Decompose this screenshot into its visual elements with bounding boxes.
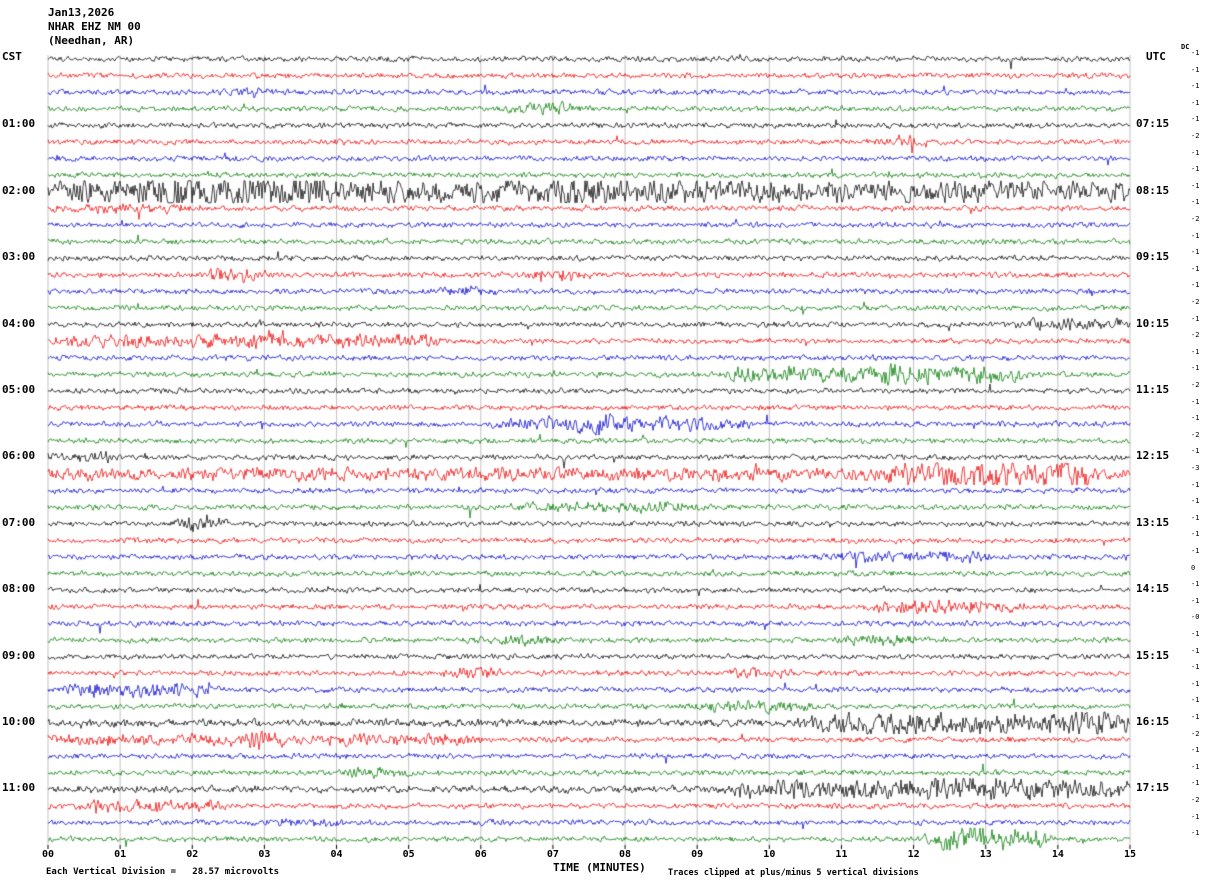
dc-value: -1 [1191, 762, 1200, 771]
dc-value: -1 [1191, 82, 1200, 91]
dc-value: 0 [1191, 563, 1196, 572]
x-tick-label: 05 [402, 849, 415, 860]
dc-value: -2 [1191, 729, 1200, 738]
dc-value: -1 [1191, 829, 1200, 838]
x-tick-label: 11 [835, 849, 848, 860]
cst-time-label: 02:00 [2, 183, 36, 197]
dc-value: -1 [1191, 530, 1200, 539]
dc-value: -2 [1191, 796, 1200, 804]
x-tick-label: 03 [258, 849, 271, 860]
dc-value: -1 [1191, 198, 1200, 207]
cst-time-label: 03:00 [2, 250, 36, 264]
header-date: Jan13,2026 [48, 6, 115, 19]
dc-value: -1 [1191, 646, 1200, 655]
dc-value: -1 [1191, 696, 1200, 705]
x-tick-label: 02 [186, 849, 199, 860]
dc-value: -1 [1191, 779, 1200, 788]
utc-time-label: 11:15 [1136, 383, 1170, 396]
dc-value: -1 [1191, 115, 1200, 124]
dc-value: -1 [1191, 547, 1200, 555]
x-tick-label: 14 [1051, 849, 1064, 860]
dc-value: -1 [1191, 679, 1200, 688]
dc-value: -1 [1191, 281, 1200, 290]
utc-time-label: 09:15 [1136, 250, 1170, 264]
cst-time-label: 10:00 [2, 715, 36, 728]
right-timezone-label: UTC [1146, 50, 1166, 63]
dc-value: -1 [1191, 713, 1200, 721]
dc-value: -1 [1191, 364, 1200, 373]
dc-value: -1 [1191, 580, 1200, 589]
utc-time-label: 12:15 [1136, 449, 1170, 463]
dc-value: -1 [1191, 264, 1200, 273]
header: Jan13,2026 NHAR EHZ NM 00 (Needhan, AR) [48, 6, 141, 48]
x-tick-label: 09 [691, 849, 704, 860]
cst-time-label: 01:00 [2, 117, 36, 131]
cst-time-label: 08:00 [2, 582, 36, 596]
x-tick-label: 07 [546, 849, 559, 860]
header-location: (Needhan, AR) [48, 34, 135, 47]
x-axis-title: TIME (MINUTES) [553, 861, 646, 874]
utc-time-label: 13:15 [1136, 515, 1170, 529]
dc-value: -1 [1191, 181, 1200, 190]
dc-value: -1 [1191, 513, 1200, 522]
utc-time-label: 16:15 [1136, 715, 1170, 728]
dc-value: -3 [1191, 464, 1200, 472]
x-tick-label: 08 [619, 849, 632, 860]
x-tick-label: 00 [41, 849, 55, 860]
dc-value: -2 [1191, 215, 1200, 223]
dc-value: -1 [1191, 497, 1200, 506]
cst-time-label: 11:00 [2, 781, 36, 795]
dc-value: -1 [1191, 447, 1200, 456]
dc-value: -1 [1191, 98, 1200, 107]
dc-value: -1 [1191, 630, 1200, 638]
utc-time-label: 08:15 [1136, 183, 1170, 197]
utc-time-label: 10:15 [1136, 316, 1170, 330]
dc-value: -1 [1191, 397, 1200, 406]
dc-value: -1 [1191, 347, 1200, 356]
utc-time-label: 07:15 [1136, 117, 1170, 131]
dc-value: -2 [1191, 132, 1200, 140]
dc-value: -2 [1191, 430, 1200, 439]
dc-value: -2 [1191, 331, 1200, 340]
dc-value: -0 [1191, 613, 1200, 622]
dc-value: -1 [1191, 231, 1200, 240]
cst-time-label: 04:00 [2, 316, 36, 330]
dc-label: DC [1181, 43, 1190, 51]
dc-value: -1 [1191, 65, 1200, 74]
cst-time-label: 05:00 [2, 383, 36, 396]
x-tick-label: 12 [907, 849, 920, 860]
dc-value: -1 [1191, 480, 1200, 489]
cst-time-label: 07:00 [2, 515, 36, 529]
clip-note: Traces clipped at plus/minus 5 vertical … [668, 868, 919, 878]
dc-value: -1 [1191, 248, 1200, 257]
cst-time-label: 09:00 [2, 648, 36, 662]
x-tick-label: 06 [474, 849, 487, 860]
utc-time-label: 17:15 [1136, 781, 1170, 795]
utc-time-label: 15:15 [1136, 648, 1170, 662]
dc-value: -1 [1191, 812, 1200, 821]
dc-value: -1 [1191, 414, 1200, 423]
x-tick-label: 15 [1123, 849, 1137, 860]
dc-value: -1 [1191, 663, 1200, 672]
x-tick-label: 10 [763, 849, 776, 860]
dc-value: -1 [1191, 314, 1200, 323]
utc-time-label: 14:15 [1136, 582, 1170, 596]
x-tick-label: 01 [114, 849, 127, 860]
x-tick-label: 13 [979, 849, 992, 860]
dc-value: -1 [1191, 49, 1200, 57]
x-tick-label: 04 [330, 849, 343, 860]
cst-time-label: 06:00 [2, 449, 36, 463]
dc-value: -1 [1191, 148, 1200, 157]
dc-value: -1 [1191, 596, 1200, 605]
dc-value: -1 [1191, 165, 1200, 174]
header-station: NHAR EHZ NM 00 [48, 20, 141, 33]
dc-value: -1 [1191, 746, 1200, 755]
dc-value: -2 [1191, 298, 1200, 306]
scale-note: Each Vertical Division = 28.57 microvolt… [46, 867, 279, 877]
left-timezone-label: CST [2, 50, 22, 63]
dc-value: -2 [1191, 381, 1200, 389]
